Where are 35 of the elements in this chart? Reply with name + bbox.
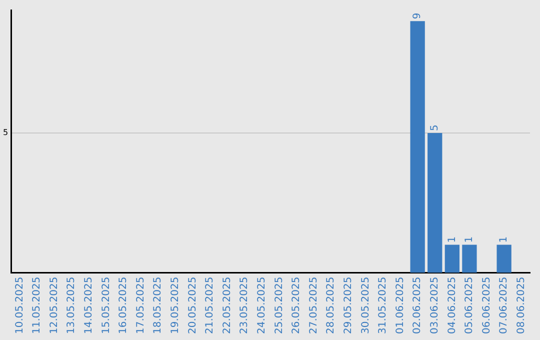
x-tick-label: 08.06.2025 — [516, 276, 527, 334]
x-tick-label: 02.06.2025 — [412, 276, 424, 334]
x-tick-label: 11.05.2025 — [32, 276, 43, 334]
x-tick-label: 21.05.2025 — [204, 276, 216, 334]
x-tick-label: 20.05.2025 — [187, 276, 198, 334]
x-tick-label: 22.05.2025 — [222, 276, 233, 334]
x-tick-label: 01.06.2025 — [394, 276, 406, 334]
x-tick-label: 15.05.2025 — [100, 276, 112, 334]
x-tick-label: 29.05.2025 — [342, 276, 354, 334]
x-tick-label: 17.05.2025 — [135, 276, 146, 334]
x-tick-label: 19.05.2025 — [170, 276, 182, 334]
data-label: 9 — [412, 12, 424, 20]
x-tick-label: 26.05.2025 — [291, 276, 302, 334]
x-tick-label: 04.06.2025 — [446, 276, 458, 334]
x-tick-label: 28.05.2025 — [326, 276, 337, 334]
x-tick-label: 27.05.2025 — [308, 276, 320, 334]
data-label: 1 — [464, 236, 476, 243]
x-tick-label: 23.05.2025 — [239, 276, 250, 334]
x-tick-label: 06.06.2025 — [481, 276, 492, 334]
data-label: 5 — [429, 124, 440, 131]
data-label: 1 — [498, 236, 510, 243]
data-label: 1 — [446, 236, 458, 243]
x-tick-label: 31.05.2025 — [378, 276, 389, 334]
x-tick-label: 16.05.2025 — [118, 276, 130, 334]
x-tick-label: 10.05.2025 — [14, 276, 26, 334]
x-tick-label: 13.05.2025 — [66, 276, 78, 334]
x-tick-label: 07.06.2025 — [498, 276, 510, 334]
x-tick-label: 24.05.2025 — [256, 276, 268, 334]
x-tick-label: 30.05.2025 — [360, 276, 372, 334]
x-tick-label: 14.05.2025 — [84, 276, 95, 334]
x-tick-label: 18.05.2025 — [152, 276, 164, 334]
x-tick-label: 25.05.2025 — [274, 276, 285, 334]
x-tick-label: 03.06.2025 — [429, 276, 440, 334]
x-tick-label: 05.06.2025 — [464, 276, 476, 334]
x-tick-label: 12.05.2025 — [48, 276, 60, 334]
